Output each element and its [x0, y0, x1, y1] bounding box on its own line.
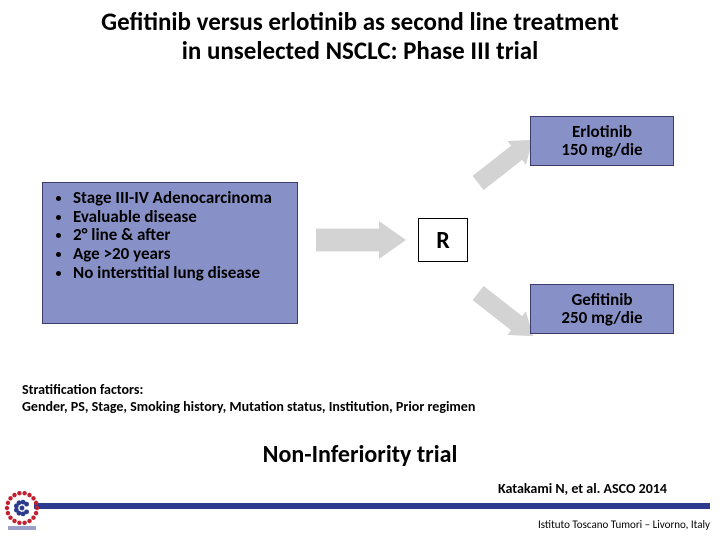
stratification-heading: Stratification factors:: [22, 382, 475, 399]
randomization-label: R: [436, 226, 450, 255]
footer-institution: Istituto Toscano Tumori – Livorno, Italy: [500, 518, 710, 531]
stratification-factors: Stratification factors: Gender, PS, Stag…: [22, 382, 475, 416]
trial-type: Non-Inferiority trial: [0, 440, 720, 469]
stratification-list: Gender, PS, Stage, Smoking history, Muta…: [22, 399, 475, 416]
inclusion-criteria-list: Stage III-IV AdenocarcinomaEvaluable dis…: [43, 183, 297, 288]
arm-erlotinib-dose: 150 mg/die: [561, 141, 642, 159]
arm-gefitinib-box: Gefitinib 250 mg/die: [530, 284, 674, 334]
arrow-to-randomize: [316, 221, 406, 259]
itt-logo-icon: [2, 488, 42, 532]
footer-bar: [34, 503, 710, 509]
slide-title: Gefitinib versus erlotinib as second lin…: [0, 8, 720, 66]
citation: Katakami N, et al. ASCO 2014: [498, 480, 667, 497]
arm-gefitinib-dose: 250 mg/die: [561, 309, 642, 327]
inclusion-criteria-box: Stage III-IV AdenocarcinomaEvaluable dis…: [42, 182, 298, 324]
criteria-item: Age >20 years: [73, 245, 291, 264]
title-line-1: Gefitinib versus erlotinib as second lin…: [0, 8, 720, 37]
criteria-item: No interstitial lung disease: [73, 264, 291, 283]
arm-erlotinib-box: Erlotinib 150 mg/die: [530, 116, 674, 166]
criteria-item: Stage III-IV Adenocarcinoma: [73, 189, 291, 208]
title-line-2: in unselected NSCLC: Phase III trial: [0, 37, 720, 66]
randomization-box: R: [418, 218, 468, 262]
